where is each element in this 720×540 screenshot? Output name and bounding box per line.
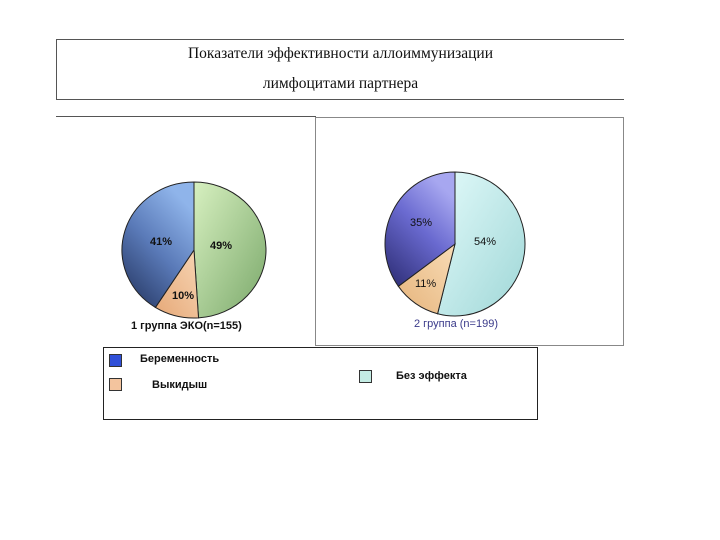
pie-1-slice-label-1: 49% (210, 240, 232, 252)
pie-2-slice-3 (384, 171, 456, 288)
pie-2-slice-label-2: 11% (415, 278, 436, 290)
separator-line (56, 116, 316, 117)
pie-1-slice-3 (121, 181, 195, 309)
chart-title-line-1: Показатели эффективности аллоиммунизации (187, 45, 494, 62)
pie-2-slice-label-1: 54% (474, 236, 496, 248)
chart-title-line-2: лимфоцитами партнера (262, 75, 419, 92)
pie-1-caption: 1 группа ЭКО(n=155) (131, 320, 242, 332)
title-box: Показатели эффективности аллоиммунизации… (56, 39, 624, 100)
legend-swatch-no-effect (359, 370, 372, 383)
legend-label-no-effect: Без эффекта (396, 370, 467, 382)
pie-1-slice-label-3: 41% (150, 236, 172, 248)
legend-swatch-pregnancy (109, 354, 122, 367)
legend-swatch-miscarriage (109, 378, 122, 391)
pie-2-caption: 2 группа (n=199) (414, 318, 498, 330)
pie-2-slice-label-3: 35% (410, 217, 432, 229)
pie-1-slice-label-2: 10% (172, 290, 194, 302)
legend: Беременность Выкидыш Без эффекта (103, 347, 538, 420)
pie-1-slice-1 (193, 181, 267, 319)
pie-chart-group-1: 49% 10% 41% (121, 181, 267, 319)
legend-label-pregnancy: Беременность (140, 353, 220, 365)
pie-chart-group-2: 54% 11% 35% (384, 171, 526, 317)
pie-2-slice-1 (436, 171, 526, 317)
legend-label-miscarriage: Выкидыш (152, 379, 208, 391)
